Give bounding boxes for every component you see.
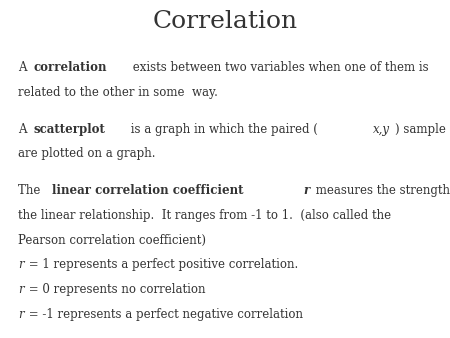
Text: linear correlation coefficient: linear correlation coefficient (52, 184, 243, 197)
Text: exists between two variables when one of them is: exists between two variables when one of… (129, 61, 428, 74)
Text: r: r (304, 184, 310, 197)
Text: r: r (18, 283, 23, 296)
Text: A: A (18, 61, 30, 74)
Text: r: r (18, 258, 23, 271)
Text: correlation: correlation (34, 61, 107, 74)
Text: The: The (18, 184, 44, 197)
Text: Correlation: Correlation (153, 10, 297, 33)
Text: = -1 represents a perfect negative correlation: = -1 represents a perfect negative corre… (25, 308, 303, 320)
Text: r: r (18, 308, 23, 320)
Text: A: A (18, 123, 30, 136)
Text: = 0 represents no correlation: = 0 represents no correlation (25, 283, 206, 296)
Text: scatterplot: scatterplot (34, 123, 106, 136)
Text: measures the strength of: measures the strength of (312, 184, 450, 197)
Text: is a graph in which the paired (: is a graph in which the paired ( (126, 123, 317, 136)
Text: ) sample data: ) sample data (395, 123, 450, 136)
Text: x,y: x,y (373, 123, 390, 136)
Text: the linear relationship.  It ranges from -1 to 1.  (also called the: the linear relationship. It ranges from … (18, 209, 391, 222)
Text: = 1 represents a perfect positive correlation.: = 1 represents a perfect positive correl… (25, 258, 298, 271)
Text: Pearson correlation coefficient): Pearson correlation coefficient) (18, 234, 206, 246)
Text: are plotted on a graph.: are plotted on a graph. (18, 147, 156, 160)
Text: related to the other in some  way.: related to the other in some way. (18, 86, 218, 98)
